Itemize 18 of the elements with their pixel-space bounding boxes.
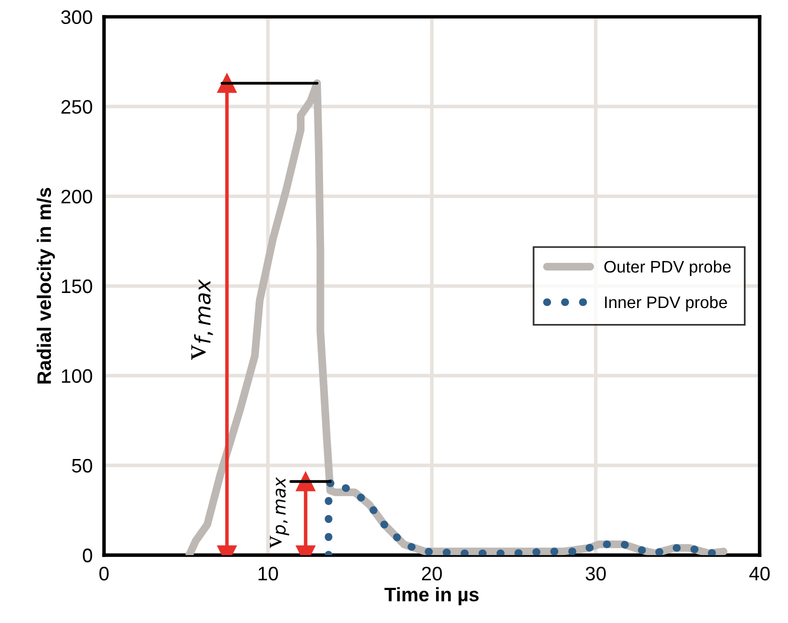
- x-tick-label: 10: [258, 566, 278, 580]
- y-tick-label: 50: [72, 458, 92, 473]
- y-axis-title: Radial velocity in m/s: [36, 188, 55, 384]
- y-tick-label: 250: [61, 100, 92, 114]
- y-tick-label: 0: [82, 548, 92, 562]
- x-tick-label: 40: [749, 566, 770, 580]
- legend-label: Inner PDV probe: [605, 296, 727, 312]
- x-tick-label: 30: [586, 566, 606, 580]
- annotation: v$_{f,max}$: [191, 279, 213, 360]
- y-tick-label: 100: [62, 369, 92, 383]
- y-tick-label: 200: [61, 190, 92, 204]
- annotation: v$_{p,max}$: [270, 477, 290, 548]
- y-tick-label: 300: [61, 10, 92, 24]
- y-tick-label: 150: [62, 279, 92, 294]
- x-tick-label: 20: [422, 566, 442, 580]
- x-axis-title: Time in µs: [384, 587, 479, 606]
- legend-label: Outer PDV probe: [604, 260, 731, 276]
- x-tick-label: 0: [99, 566, 109, 580]
